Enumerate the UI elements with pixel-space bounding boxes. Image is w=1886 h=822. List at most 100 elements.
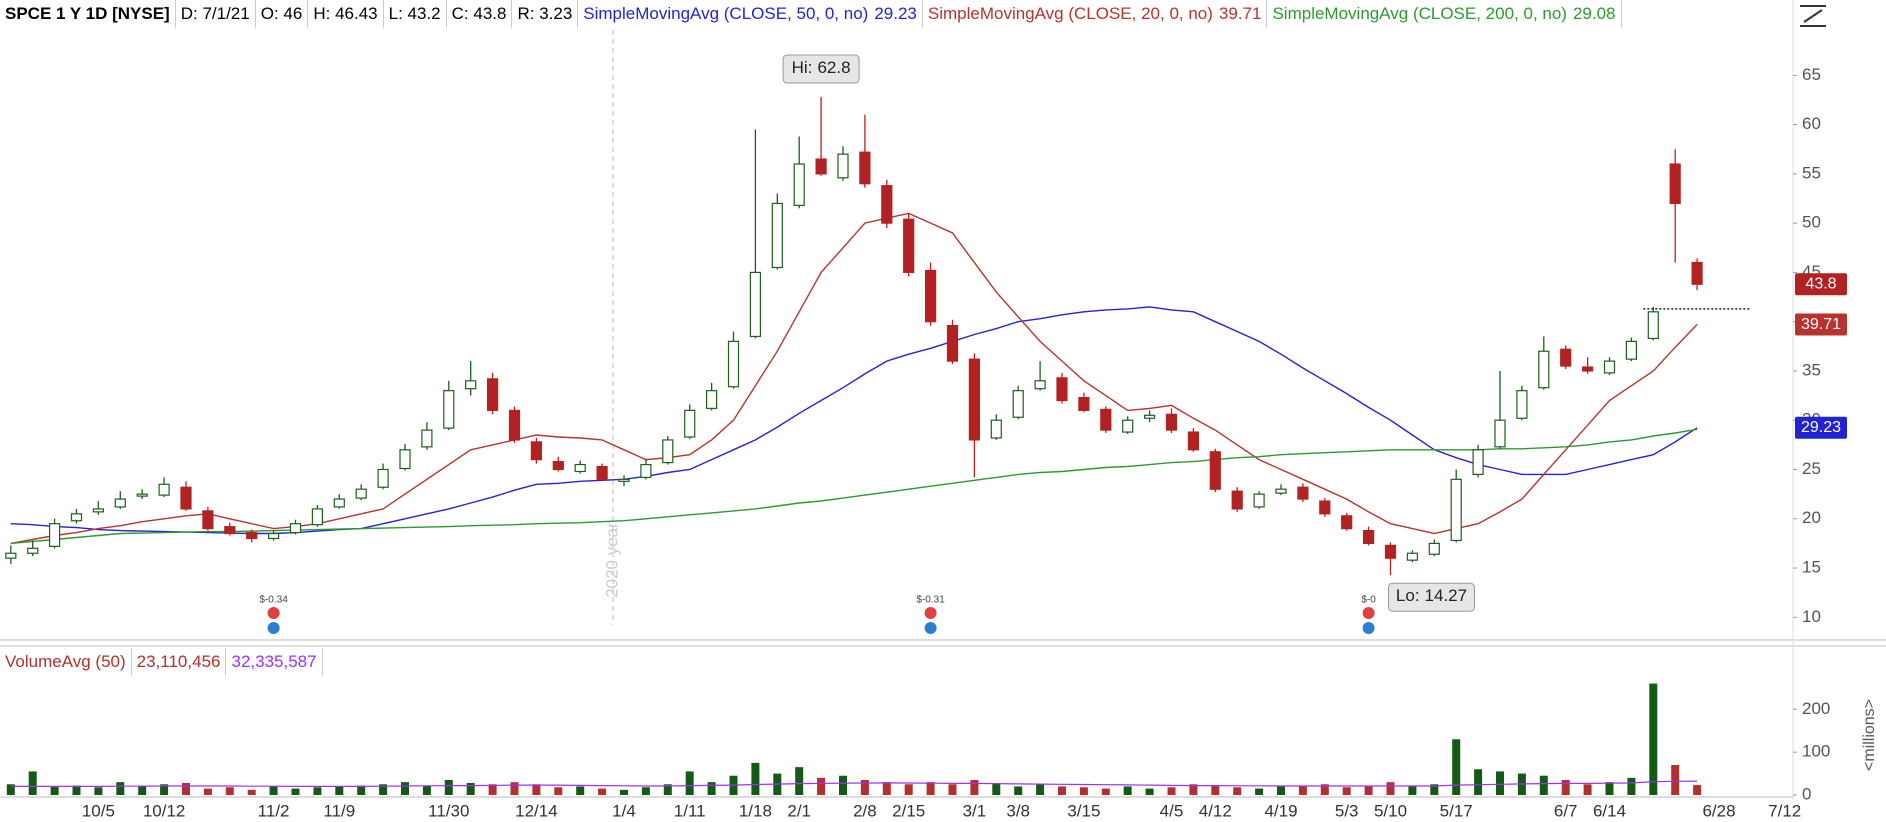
volume-bar <box>1079 787 1088 795</box>
volume-bar <box>860 780 869 795</box>
study-name: SimpleMovingAvg (CLOSE, 50, 0, no) <box>583 4 869 23</box>
earnings-label: $-0 <box>1361 595 1376 606</box>
price-badge <box>1795 416 1847 439</box>
candle-body <box>1603 360 1616 374</box>
volume-bar <box>532 784 541 795</box>
candle-body <box>92 508 105 513</box>
candle-body <box>946 325 959 362</box>
volume-bar <box>641 787 650 795</box>
study-value: 29.23 <box>874 4 917 23</box>
volume-bar <box>1671 765 1680 795</box>
low-callout: Lo: 14.27 <box>1396 587 1467 606</box>
volume-bar <box>291 788 300 795</box>
candle-body <box>1341 515 1353 530</box>
volume-bar <box>1320 784 1329 795</box>
volume-bar <box>926 782 935 795</box>
volume-bar <box>1233 787 1242 795</box>
candle-body <box>793 163 805 207</box>
x-tick-label: 4/5 <box>1160 801 1184 820</box>
volume-bar <box>1430 784 1439 795</box>
candle-body <box>311 508 323 526</box>
candle-body <box>224 526 236 535</box>
volume-tick-label: 200 <box>1802 699 1830 718</box>
symbol[interactable]: SPCE 1 Y 1D [NYSE] <box>0 0 176 28</box>
volume-bar <box>576 786 585 795</box>
candle-body <box>552 461 564 471</box>
volume-bar <box>401 782 409 795</box>
range-item: R: 3.23 <box>512 0 579 28</box>
volume-bar <box>1649 683 1658 795</box>
candle-body <box>48 523 61 547</box>
candle-body <box>1516 390 1528 419</box>
candle-body <box>246 531 258 540</box>
drawing-tool-icon[interactable] <box>1800 5 1826 27</box>
candle-body <box>158 483 170 496</box>
study-name: SimpleMovingAvg (CLOSE, 200, 0, no) <box>1272 4 1567 23</box>
candle-body <box>443 390 455 429</box>
candle-body <box>1538 350 1550 389</box>
moving-average <box>10 212 1698 545</box>
study-legend[interactable]: SimpleMovingAvg (CLOSE, 200, 0, no) 29.08 <box>1267 0 1622 28</box>
x-tick-label: 1/11 <box>674 801 706 820</box>
volume-bar <box>751 762 760 795</box>
volume-bar <box>598 788 607 795</box>
candle-body <box>355 488 367 499</box>
candle-body <box>289 523 302 534</box>
x-tick-label: 6/14 <box>1593 801 1626 820</box>
volume-bar <box>335 786 344 795</box>
earnings-icon <box>1362 607 1375 619</box>
volume-bar <box>1189 784 1198 795</box>
volume-bar <box>72 785 81 795</box>
candle-body <box>1406 552 1419 561</box>
earnings-label: $-0.31 <box>916 595 945 606</box>
candle-body <box>1450 478 1462 542</box>
volume-bar <box>1167 787 1176 795</box>
study-name[interactable]: VolumeAvg (50) <box>0 648 132 676</box>
dividend-icon <box>1362 622 1375 634</box>
candle-body <box>1691 261 1703 285</box>
study-legend[interactable]: SimpleMovingAvg (CLOSE, 20, 0, no) 39.71 <box>923 0 1268 28</box>
volume-bar <box>1123 786 1132 795</box>
candle-body <box>530 441 543 461</box>
high-callout: Hi: 62.8 <box>792 58 851 77</box>
candle-body <box>202 510 214 530</box>
volume-bar <box>992 783 1001 795</box>
candle-body <box>968 358 981 441</box>
x-tick-label: 5/3 <box>1335 801 1359 820</box>
candle-body <box>1362 529 1375 545</box>
price-badge-label: 43.8 <box>1805 275 1836 292</box>
volume-bar <box>817 777 826 795</box>
high-item: H: 46.43 <box>308 0 384 28</box>
candle-body <box>662 439 674 464</box>
y-tick-label: 25 <box>1802 459 1821 478</box>
candle-body <box>1122 419 1134 433</box>
value: 43.8 <box>473 4 507 23</box>
candle-body <box>1143 414 1156 419</box>
x-tick-label: 4/12 <box>1199 801 1232 820</box>
volume-bar <box>1014 786 1023 795</box>
volume-bar <box>1583 784 1592 795</box>
x-tick-label: 3/1 <box>963 801 987 820</box>
candle-body <box>859 151 871 185</box>
candle-body <box>1209 451 1221 490</box>
study-legend[interactable]: SimpleMovingAvg (CLOSE, 50, 0, no) 29.23 <box>578 0 923 28</box>
volume-bar <box>795 767 804 795</box>
candle-body <box>1275 488 1287 494</box>
candle-body <box>114 498 126 508</box>
earnings-label: $-0.34 <box>259 595 288 606</box>
x-tick-label: 2/1 <box>787 801 811 820</box>
volume-bar <box>510 782 519 795</box>
candle-body <box>837 153 849 179</box>
study-value: 39.71 <box>1218 4 1262 23</box>
volume-bar <box>1342 787 1351 795</box>
y-tick-label: 60 <box>1802 114 1821 133</box>
y-tick-label: 35 <box>1802 360 1821 379</box>
callout-box <box>1388 582 1475 612</box>
volume-bar <box>444 780 453 795</box>
year-label: 2020 year <box>602 522 621 598</box>
volume-bar <box>225 787 234 795</box>
study-name: SimpleMovingAvg (CLOSE, 20, 0, no) <box>927 4 1213 23</box>
volume-bar <box>1101 788 1110 795</box>
